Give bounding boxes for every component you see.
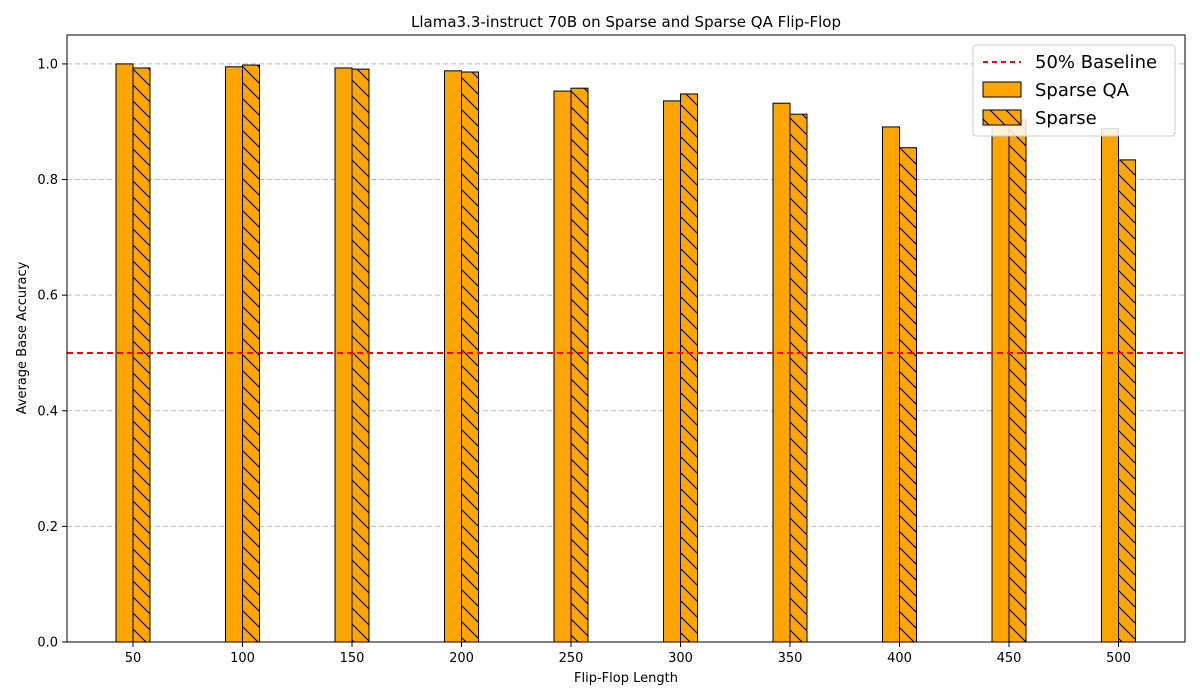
x-tick-label-350: 350 [778, 651, 803, 666]
bar-sparse-qa-100 [225, 66, 243, 643]
bar-sparse-450 [1008, 119, 1027, 643]
bar-sparse-qa-150 [334, 67, 353, 643]
legend-sparse-label: Sparse [1035, 108, 1097, 129]
x-tick-label-400: 400 [887, 651, 912, 666]
legend-sparse-swatch [982, 109, 1022, 126]
bar-sparse-350 [789, 113, 808, 643]
x-axis-label: Flip-Flop Length [574, 671, 678, 686]
bar-sparse-qa-200 [444, 70, 462, 643]
x-tick-label-250: 250 [559, 651, 584, 666]
bar-sparse-400 [899, 147, 917, 643]
x-tick-label-450: 450 [997, 651, 1022, 666]
bar-sparse-qa-350 [772, 102, 791, 643]
bar-sparse-50 [132, 67, 151, 643]
y-tick-label: 1.0 [37, 57, 58, 72]
x-tick-label-500: 500 [1106, 651, 1131, 666]
chart-title: Llama3.3-instruct 70B on Sparse and Spar… [411, 13, 841, 31]
legend-frame [972, 44, 1176, 137]
bar-sparse-500 [1118, 159, 1136, 643]
x-tick-label-150: 150 [340, 651, 365, 666]
legend-sparse-qa-swatch [982, 81, 1022, 98]
bar-sparse-qa-300 [663, 100, 681, 643]
bar-sparse-250 [570, 87, 589, 643]
legend: 50% Baseline Sparse QA Sparse [972, 44, 1176, 137]
legend-sparse-qa-label: Sparse QA [1035, 80, 1130, 101]
x-tick-label-300: 300 [668, 651, 693, 666]
x-tick-label-200: 200 [449, 651, 474, 666]
bar-sparse-200 [461, 71, 479, 643]
y-tick-label: 0.6 [37, 289, 58, 304]
y-axis-label: Average Base Accuracy [15, 261, 30, 414]
bar-sparse-qa-250 [553, 90, 572, 643]
bars-group [115, 63, 1136, 643]
y-axis: 0.0 0.2 0.4 0.6 0.8 1.0 [37, 57, 67, 651]
bar-sparse-150 [351, 68, 370, 643]
plot-frame [66, 34, 1186, 643]
y-tick-label: 0.8 [37, 173, 58, 188]
legend-baseline-label: 50% Baseline [1035, 52, 1157, 73]
x-axis: 50 100 150 200 250 300 350 400 450 500 [125, 642, 1131, 666]
y-tick-label: 0.2 [37, 520, 58, 535]
bar-sparse-qa-450 [991, 121, 1010, 643]
bar-sparse-qa-500 [1101, 128, 1119, 643]
y-tick-label: 0.0 [37, 636, 58, 651]
x-tick-label-100: 100 [230, 651, 255, 666]
x-tick-label-50: 50 [125, 651, 142, 666]
bar-sparse-300 [680, 93, 698, 643]
bar-sparse-qa-400 [882, 126, 900, 643]
y-tick-label: 0.4 [37, 404, 58, 419]
